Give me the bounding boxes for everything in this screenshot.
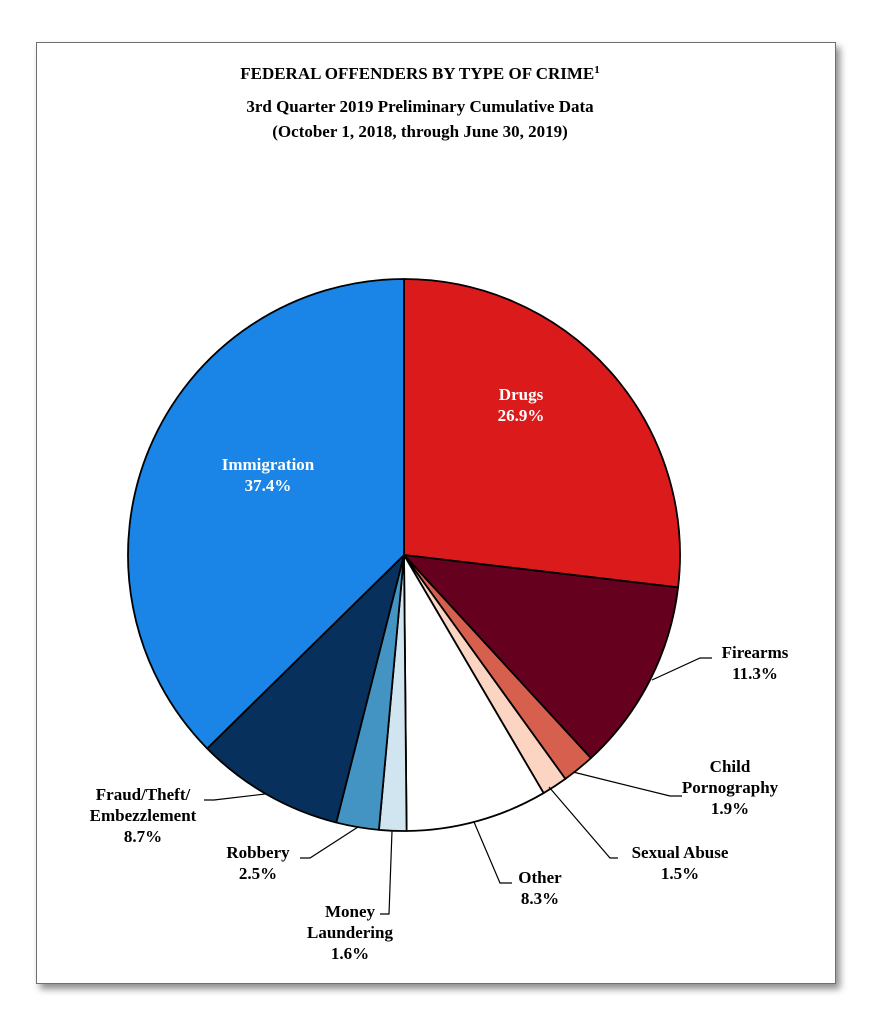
slice-label: Firearms 11.3% (722, 643, 789, 683)
leader-lines (204, 657, 712, 915)
pie-slice-drugs (403, 278, 681, 589)
pie-slices (127, 278, 681, 832)
pie-slice-other (403, 554, 545, 832)
pie-slice-fraud-theft-embezzlement (206, 554, 405, 824)
slice-label: Immigration 37.4% (222, 455, 315, 495)
slice-label: Sexual Abuse 1.5% (632, 843, 729, 883)
chart-subtitle-line-2: (October 1, 2018, through June 30, 2019) (272, 122, 567, 141)
slice-label: Child Pornography 1.9% (682, 757, 779, 818)
chart-title: FEDERAL OFFENDERS BY TYPE OF CRIME1 (240, 64, 600, 83)
leader-line (204, 793, 266, 801)
leader-line (300, 826, 359, 859)
slice-label: Money Laundering 1.6% (307, 902, 393, 963)
pie-slice-firearms (403, 554, 679, 760)
leader-line (651, 657, 712, 681)
slice-label: Fraud/Theft/Embezzlement 8.7% (90, 785, 197, 846)
chart-subtitle-line-1: 3rd Quarter 2019 Preliminary Cumulative … (246, 97, 594, 116)
slice-label: Other 8.3% (518, 868, 562, 908)
leader-line (380, 830, 393, 915)
slice-label: Drugs 26.9% (498, 385, 545, 425)
slice-labels: Drugs 26.9% Firearms 11.3% Child Pornography 1… (90, 385, 789, 963)
pie-slice-immigration (127, 278, 405, 750)
leader-line (572, 771, 682, 797)
slice-label: Robbery 2.5% (226, 843, 290, 883)
leader-line (548, 786, 618, 859)
leader-line (473, 821, 512, 884)
